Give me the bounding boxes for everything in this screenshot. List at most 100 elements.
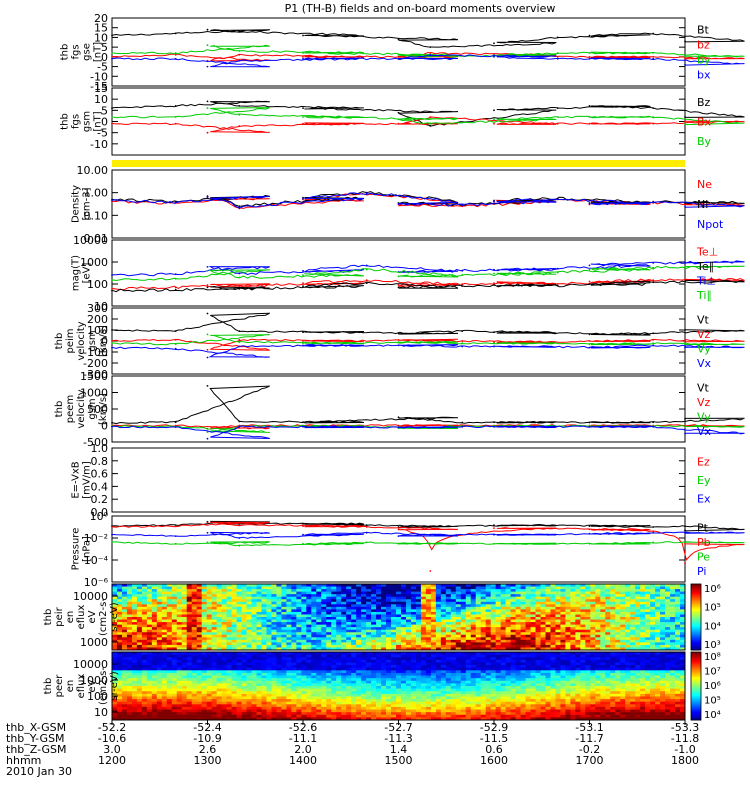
spectrogram-cell [361,644,367,648]
spectrogram-cell [226,611,232,615]
spectrogram-cell [166,680,173,684]
spectrogram-cell [490,599,497,603]
spectrogram-cell [336,632,342,636]
data-point [302,56,304,58]
spectrogram-cell [540,624,546,628]
spectrogram-cell [525,609,531,613]
spectrogram-cell [460,591,467,595]
y-axis-label: Pressure [71,528,82,571]
spectrogram-cell [391,611,397,615]
spectrogram-cell [635,617,641,620]
colorbar-swatch [691,636,701,639]
spectrogram-cell [301,596,307,600]
spectrogram-cell [126,591,133,595]
spectrogram-cell [600,584,606,587]
spectrogram-cell [196,637,203,641]
spectrogram-cell [450,611,457,615]
spectrogram-cell [605,644,611,648]
spectrogram-cell [605,632,611,636]
spectrogram-cell [126,704,133,708]
spectrogram-cell [460,596,467,600]
spectrogram-cell [346,609,352,613]
spectrogram-cell [386,586,392,590]
spectrogram-cell [231,642,237,646]
spectrogram-cell [171,701,178,705]
spectrogram-cell [620,622,626,626]
spectrogram-cell [176,693,183,697]
spectrogram-cell [356,706,362,710]
data-point [238,272,241,275]
legend-Pt: Pt [697,521,709,534]
spectrogram-cell [405,611,412,615]
spectrogram-cell [276,609,282,613]
spectrogram-cell [306,586,312,590]
spectrogram-cell [400,629,407,633]
colorbar-swatch [691,613,701,616]
spectrogram-cell [286,699,292,703]
spectrogram-cell [306,627,312,631]
spectrogram-cell [425,601,432,605]
spectrogram-cell [670,589,676,593]
spectrogram-cell [371,617,377,620]
spectrogram-cell [196,712,203,716]
spectrogram-cell [131,632,138,636]
spectrogram-cell [535,599,541,603]
spectrogram-cell [635,647,641,651]
spectrogram-cell [176,659,183,663]
spectrogram-cell [391,629,397,633]
spectrogram-cell [301,665,307,669]
spectrogram-cell [655,604,661,608]
spectrogram-cell [112,691,118,695]
spectrogram-cell [600,629,606,633]
spectrogram-cell [196,659,203,663]
spectrogram-cell [311,622,317,626]
spectrogram-cell [246,706,252,710]
spectrogram-cell [306,691,312,695]
spectrogram-cell [156,632,163,636]
spectrogram-cell [191,652,198,656]
spectrogram-cell [420,594,427,598]
spectrogram-cell [136,659,143,663]
spectrogram-cell [371,609,377,613]
data-point [588,340,591,342]
spectrogram-cell [460,601,467,605]
spectrogram-cell [221,594,227,598]
spectrogram-cell [425,594,432,598]
spectrogram-cell [256,591,262,595]
spectrogram-cell [515,609,521,613]
spectrogram-cell [351,678,357,682]
spectrogram-cell [376,594,382,598]
spectrogram-cell [196,706,203,710]
data-point [461,283,464,285]
spectrogram-cell [186,586,193,590]
spectrogram-cell [181,642,188,646]
spectrogram-cell [191,644,198,648]
spectrogram-cell [530,594,536,598]
spectrogram-cell [221,619,227,623]
spectrogram-cell [201,675,208,679]
spectrogram-cell [331,642,337,646]
spectrogram-cell [336,642,342,646]
spectrogram-cell [371,647,377,651]
spectrogram-cell [296,611,302,615]
spectrogram-cell [281,609,287,613]
spectrogram-cell [271,599,277,603]
spectrogram-cell [396,594,402,598]
spectrogram-cell [540,601,546,605]
spectrogram-cell [331,606,337,610]
spectrogram-cell [555,639,561,643]
spectrogram-cell [376,639,382,643]
spectrogram-cell [490,617,497,620]
spectrogram-cell [410,637,417,641]
spectrogram-cell [665,604,671,608]
spectrogram-cell [525,599,531,603]
spectrogram-cell [161,699,168,703]
spectrogram-cell [281,696,287,700]
spectrogram-cell [386,614,392,618]
spectrogram-cell [136,683,143,687]
spectrogram-cell [146,699,153,703]
spectrogram-cell [251,654,257,658]
spectrogram-cell [271,712,277,716]
spectrogram-cell [460,647,467,651]
